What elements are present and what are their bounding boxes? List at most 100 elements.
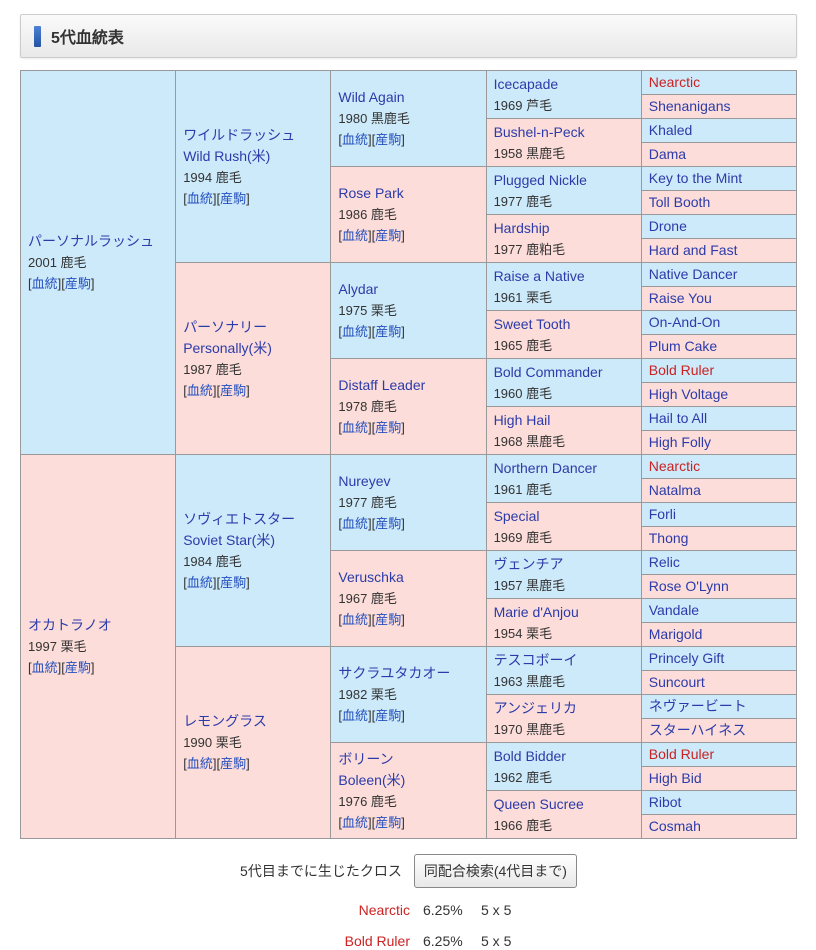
horse-name-link[interactable]: Bold Ruler (648, 362, 715, 378)
pedigree-link[interactable]: 血統 (186, 190, 213, 206)
offspring-link[interactable]: 産駒 (375, 132, 402, 147)
pedigree-link[interactable]: 血統 (342, 420, 369, 435)
offspring-link[interactable]: 産駒 (375, 228, 402, 243)
horse-name-link[interactable]: Toll Booth (648, 194, 711, 210)
horse-name-link[interactable]: Wild Again (338, 89, 405, 105)
horse-name-link[interactable]: Native Dancer (648, 266, 738, 282)
horse-name-link[interactable]: ヴェンチア (493, 555, 564, 572)
horse-name-link[interactable]: Bold Commander (493, 363, 603, 380)
horse-name-link[interactable]: ソヴィエトスター (183, 510, 296, 527)
horse-name-link[interactable]: Nearctic (648, 458, 701, 474)
horse-name-link[interactable]: Distaff Leader (338, 377, 426, 393)
horse-name-link[interactable]: Shenanigans (648, 98, 731, 114)
horse-name-link[interactable]: Alydar (338, 281, 379, 297)
same-mating-search-button[interactable]: 同配合検索(4代目まで) (413, 854, 577, 888)
pedigree-link[interactable]: 血統 (186, 756, 213, 771)
horse-name-link[interactable]: テスコボーイ (493, 651, 578, 668)
horse-name-link[interactable]: ネヴァービート (648, 698, 747, 714)
pedigree-link[interactable]: 血統 (31, 660, 58, 675)
offspring-link[interactable]: 産駒 (375, 420, 402, 435)
horse-name-link[interactable]: Hard and Fast (648, 242, 738, 258)
horse-name-link[interactable]: Special (493, 507, 540, 524)
horse-name-link[interactable]: Veruschka (338, 569, 404, 585)
pedigree-cell-gen5: Dama (640, 142, 798, 167)
horse-name-link[interactable]: Hail to All (648, 410, 708, 426)
offspring-link[interactable]: 産駒 (220, 756, 247, 771)
pedigree-cell-gen5: Nearctic (640, 70, 798, 95)
pedigree-link[interactable]: 血統 (186, 382, 213, 398)
horse-name-link[interactable]: Boleen(米) (338, 771, 406, 788)
horse-name-link[interactable]: Marigold (648, 626, 703, 642)
pedigree-link[interactable]: 血統 (342, 132, 369, 147)
horse-name-link[interactable]: パーソナリー (183, 318, 268, 335)
offspring-link[interactable]: 産駒 (375, 708, 402, 723)
horse-name-link[interactable]: Wild Rush(米) (183, 147, 271, 164)
horse-name-link[interactable]: High Hail (493, 411, 551, 428)
pedigree-link[interactable]: 血統 (342, 324, 369, 339)
horse-name-link[interactable]: Forli (648, 506, 676, 522)
horse-name-link[interactable]: Queen Sucree (493, 795, 584, 812)
horse-name-link[interactable]: パーソナルラッシュ (28, 233, 154, 249)
horse-name-link[interactable]: High Voltage (648, 386, 729, 402)
horse-name-link[interactable]: Bushel-n-Peck (493, 123, 585, 140)
horse-name-link[interactable]: Relic (648, 554, 680, 570)
horse-name-link[interactable]: Drone (648, 218, 687, 234)
horse-name-link[interactable]: Vandale (648, 602, 700, 618)
offspring-link[interactable]: 産駒 (220, 574, 247, 590)
horse-name-link[interactable]: Rose Park (338, 185, 404, 201)
horse-name-link[interactable]: Marie d'Anjou (493, 603, 579, 620)
horse-name-link[interactable]: Icecapade (493, 75, 559, 92)
offspring-link[interactable]: 産駒 (375, 516, 402, 531)
pedigree-link[interactable]: 血統 (342, 708, 369, 723)
pedigree-cell-gen3: Nureyev 1977 鹿毛 [血統][産駒] (330, 454, 487, 551)
horse-name-link[interactable]: Rose O'Lynn (648, 578, 729, 594)
offspring-link[interactable]: 産駒 (375, 324, 402, 339)
horse-name-link[interactable]: サクラユタカオー (338, 665, 451, 681)
offspring-link[interactable]: 産駒 (375, 814, 402, 830)
horse-name-link[interactable]: アンジェリカ (493, 699, 578, 716)
offspring-link[interactable]: 産駒 (64, 660, 91, 675)
pedigree-link[interactable]: 血統 (31, 276, 58, 291)
horse-name-link[interactable]: Sweet Tooth (493, 315, 571, 332)
horse-name-link[interactable]: High Bid (648, 770, 702, 786)
horse-name-link[interactable]: Khaled (648, 122, 693, 138)
horse-name-link[interactable]: Bold Ruler (648, 746, 715, 762)
horse-name-link[interactable]: ボリーン (338, 750, 394, 767)
horse-name-link[interactable]: Soviet Star(米) (183, 531, 275, 548)
horse-name-link[interactable]: Plugged Nickle (493, 171, 587, 188)
pedigree-link[interactable]: 血統 (186, 574, 213, 590)
horse-name-link[interactable]: Ribot (648, 794, 682, 810)
horse-name-link[interactable]: Nearctic (648, 74, 701, 90)
offspring-link[interactable]: 産駒 (375, 612, 402, 627)
horse-name-link[interactable]: Bold Bidder (493, 747, 566, 764)
horse-name-link[interactable]: Cosmah (648, 818, 701, 834)
horse-name-link[interactable]: Hardship (493, 219, 550, 236)
horse-name-link[interactable]: Nureyev (338, 473, 391, 489)
horse-name-link[interactable]: High Folly (648, 434, 711, 450)
offspring-link[interactable]: 産駒 (64, 276, 91, 291)
offspring-link[interactable]: 産駒 (220, 190, 247, 206)
offspring-link[interactable]: 産駒 (220, 382, 247, 398)
horse-name-link[interactable]: スターハイネス (648, 722, 747, 738)
horse-name-link[interactable]: ワイルドラッシュ (183, 126, 296, 143)
horse-year-coat: 1962 鹿毛 (493, 769, 553, 785)
horse-name-link[interactable]: Plum Cake (648, 338, 718, 354)
pedigree-link[interactable]: 血統 (342, 814, 369, 830)
horse-name-link[interactable]: Personally(米) (183, 339, 272, 356)
pedigree-link[interactable]: 血統 (342, 228, 369, 243)
horse-name-link[interactable]: Northern Dancer (493, 459, 598, 476)
pedigree-link[interactable]: 血統 (342, 516, 369, 531)
horse-name-link[interactable]: On-And-On (648, 314, 721, 330)
horse-name-link[interactable]: Raise You (648, 290, 712, 306)
horse-name-link[interactable]: Thong (648, 530, 689, 546)
horse-name-link[interactable]: Dama (648, 146, 687, 162)
horse-name-link[interactable]: Key to the Mint (648, 170, 743, 186)
pedigree-cell-gen3: Distaff Leader 1978 鹿毛 [血統][産駒] (330, 358, 487, 455)
horse-name-link[interactable]: Natalma (648, 482, 701, 498)
horse-name-link[interactable]: オカトラノオ (28, 617, 112, 633)
horse-name-link[interactable]: Princely Gift (648, 650, 725, 666)
horse-name-link[interactable]: Raise a Native (493, 267, 585, 284)
pedigree-link[interactable]: 血統 (342, 612, 369, 627)
horse-name-link[interactable]: レモングラス (183, 713, 267, 729)
horse-name-link[interactable]: Suncourt (648, 674, 705, 690)
